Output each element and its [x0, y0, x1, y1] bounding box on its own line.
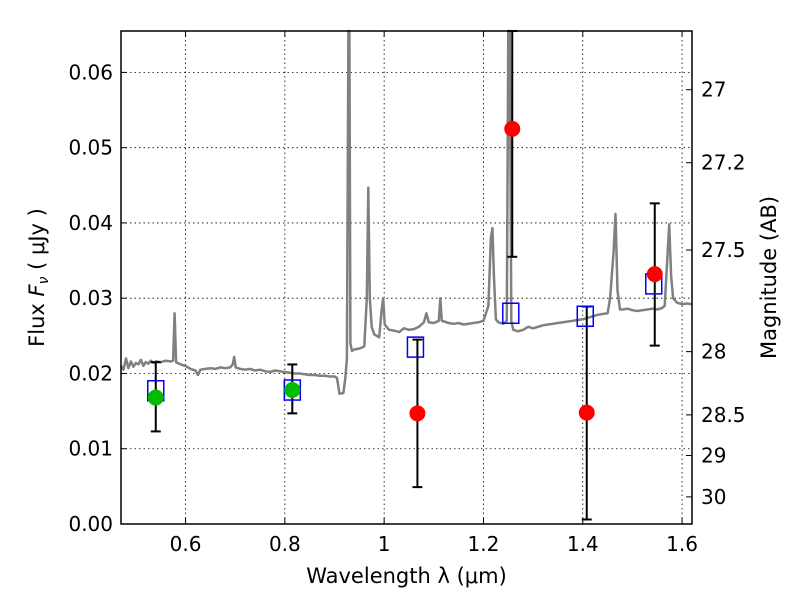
x-axis-label: Wavelength λ (μm) — [306, 564, 507, 588]
x-tick-label: 1.2 — [468, 532, 500, 556]
y-tick-label: 0.05 — [68, 136, 113, 160]
y-tick-label: 0.00 — [68, 512, 113, 536]
observed-nondetections-point — [409, 405, 426, 422]
observed-nondetections-point — [646, 266, 663, 283]
model-square-marker — [502, 302, 520, 325]
right-tick-label: 29 — [701, 444, 726, 468]
y-tick-label: 0.03 — [68, 286, 113, 310]
observed-nondetections-point — [578, 404, 595, 421]
model-square-marker — [406, 336, 425, 358]
ylabel-symbol: F — [25, 284, 49, 297]
y-tick-label: 0.01 — [68, 437, 113, 461]
right-tick-label: 30 — [701, 485, 726, 509]
model-square-marker — [576, 305, 594, 328]
observed-detections-point — [147, 389, 164, 406]
x-tick-label: 0.6 — [170, 532, 202, 556]
observed-nondetections-point — [504, 120, 521, 137]
observed-detections-point — [284, 382, 301, 399]
right-tick-label: 27 — [701, 78, 726, 102]
ylabel-sub: ν — [36, 276, 52, 284]
x-tick-label: 0.8 — [269, 532, 301, 556]
data-marks — [147, 30, 663, 521]
spectrum-line — [119, 29, 693, 396]
x-tick-label: 1.6 — [666, 532, 698, 556]
y-axis-label-left: Flux Fν ( μJy ) — [25, 208, 52, 347]
right-tick-label: 27.5 — [701, 238, 746, 262]
ylabel-unit: ( μJy ) — [25, 208, 49, 276]
plot-frame — [120, 30, 693, 525]
spectrum-layer — [119, 29, 693, 396]
y-tick-label: 0.06 — [68, 60, 113, 84]
axis-ticks: 0.6 0.8 1 1.2 1.4 1.6 0.00 0.01 0.02 0.03 0.04 0.05… — [68, 31, 746, 556]
grid — [121, 31, 692, 525]
y-axis-label-right: Magnitude (AB) — [757, 196, 781, 359]
right-tick-label: 28.5 — [701, 403, 746, 427]
right-tick-label: 27.2 — [701, 151, 746, 175]
x-tick-label: 1.4 — [567, 532, 599, 556]
ylabel-prefix: Flux — [25, 297, 49, 347]
x-tick-label: 1 — [378, 532, 391, 556]
y-tick-label: 0.04 — [68, 211, 113, 235]
right-tick-label: 28 — [701, 340, 726, 364]
y-tick-label: 0.02 — [68, 361, 113, 385]
